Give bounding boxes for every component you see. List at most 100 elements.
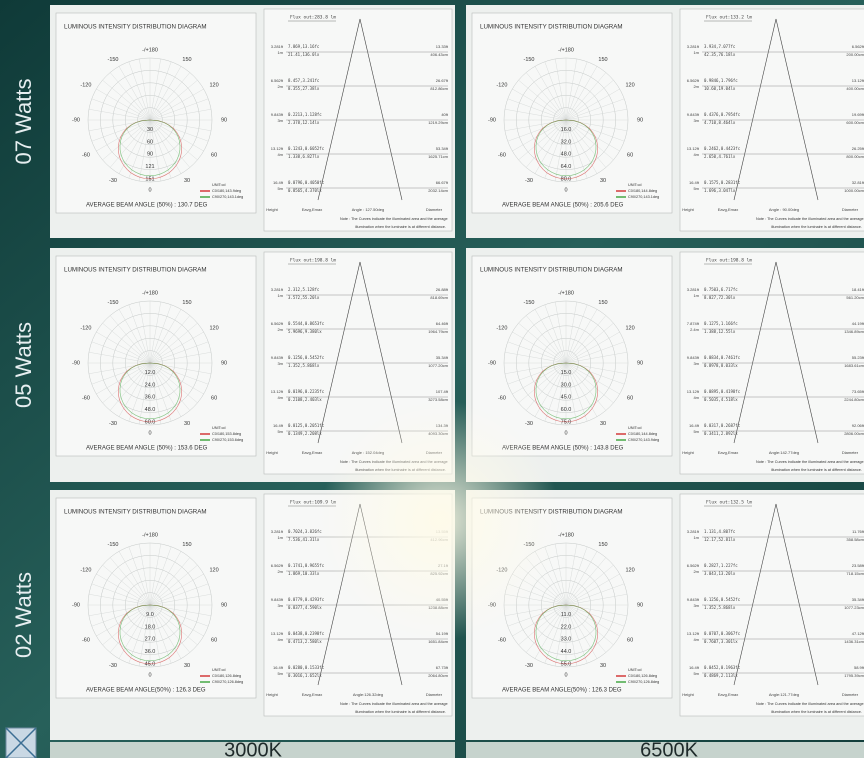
polar-angle-label: -150 (107, 57, 118, 63)
polar-spoke (565, 119, 577, 182)
polar-angle-label: -150 (107, 300, 118, 306)
polar-spoke (565, 604, 607, 653)
polar-spoke (149, 362, 212, 374)
height-m: 4m (693, 637, 699, 642)
polar-curve (535, 604, 597, 662)
polar-spoke (149, 119, 182, 174)
polar-angle-label: 150 (598, 57, 607, 63)
polar-radial-label: 75.0 (561, 419, 572, 425)
height-m: 4m (693, 395, 699, 400)
legend-text: C0/180,153.8deg (212, 432, 241, 436)
polar-spoke (149, 119, 198, 161)
polar-spoke (507, 341, 567, 364)
note: Note : The Curves indicate the illuminat… (756, 460, 864, 464)
column-label-bar (466, 742, 864, 758)
polar-spoke (109, 362, 151, 411)
polar-spoke (149, 604, 209, 627)
polar-angle-label: 30 (184, 663, 190, 669)
lux-lx: 1.338,6.827lx (288, 154, 320, 159)
diameter-cm: 561.20cm (846, 295, 864, 300)
polar-radial-label: 48.0 (145, 407, 156, 413)
legend-text: C90/270,143.1deg (628, 195, 659, 199)
cone-edge (733, 261, 777, 444)
lux-lx: 0.2108,2.403lx (288, 397, 322, 402)
lux-fc: 0.1741,0.9655fc (288, 563, 325, 568)
diameter-ft: 19.69ft (852, 112, 864, 117)
polar-spoke (149, 119, 204, 152)
polar-radial-label: 30.0 (561, 382, 572, 388)
polar-spoke (139, 119, 151, 182)
polar-radial-label: 16.0 (561, 127, 572, 133)
polar-spoke (544, 604, 567, 664)
legend-text: C0/180,144.8deg (628, 189, 657, 193)
polar-radial-label: 55.0 (561, 661, 572, 667)
panel: LUMINOUS INTENSITY DISTRIBUTION DIAGRAM -… (466, 5, 864, 238)
polar-spoke (565, 551, 598, 606)
polar-angle-label: -30 (109, 178, 117, 184)
polar-radial-label: 60.0 (145, 419, 156, 425)
polar-spoke (565, 301, 577, 364)
polar-spoke (149, 543, 161, 606)
lux-fc: 0.0895,0.4198fc (704, 389, 741, 394)
note: illumination when the luminaire is at di… (771, 468, 862, 472)
height-m: 5m (277, 671, 283, 676)
polar-radial-label: 33.0 (561, 637, 572, 643)
beam-angle: AVERAGE BEAM ANGLE(50%) : 126.3 DEG (502, 688, 622, 694)
height-m: 2m (693, 569, 699, 574)
height-ft: 9.843ft (271, 597, 284, 602)
footer-label: Height (682, 207, 694, 212)
height-m: 1m (277, 293, 283, 298)
polar-spoke (565, 119, 598, 174)
height-ft: 13.12ft (687, 389, 700, 394)
polar-spoke (555, 301, 567, 364)
height-ft: 16.4ft (689, 423, 700, 428)
lux-fc: 0.0707,0.3067fc (704, 631, 741, 636)
note: illumination when the luminaire is at di… (355, 710, 446, 714)
polar-spoke (109, 72, 151, 121)
polar-spoke (149, 119, 212, 131)
polar-radial-label: 24.0 (145, 382, 156, 388)
polar-spoke (149, 604, 182, 659)
polar-spoke (512, 88, 567, 121)
polar-radial-label: 36.0 (145, 649, 156, 655)
legend-text: C0/180,143.9deg (212, 189, 241, 193)
polar-spoke (565, 604, 598, 659)
polar-spoke (504, 362, 567, 374)
height-ft: 3.281ft (271, 529, 284, 534)
polar-angle-label: -60 (498, 152, 506, 158)
polar-spoke (565, 79, 614, 121)
lux-fc: 0.2462,0.4423fc (704, 146, 741, 151)
diameter-cm: 600.00cm (846, 120, 864, 125)
lux-lx: 12.17,52.81lx (704, 537, 736, 542)
polar-radial-label: 64.0 (561, 164, 572, 170)
polar-spoke (149, 604, 191, 653)
height-ft: 3.281ft (687, 287, 700, 292)
diameter-ft: 26.25ft (852, 146, 864, 151)
polar-angle-label: 60 (627, 152, 633, 158)
panel: LUMINOUS INTENSITY DISTRIBUTION DIAGRAM -… (50, 5, 455, 238)
footer-label: Height (266, 207, 278, 212)
diameter-ft: 6.562ft (852, 44, 864, 49)
height-ft: 16.4ft (273, 180, 284, 185)
lux-fc: 0.0834,0.7461fc (704, 355, 741, 360)
polar-spoke (139, 362, 151, 425)
cone-edge (733, 18, 777, 201)
cone-edge (317, 18, 361, 201)
polar-spoke (128, 604, 151, 664)
footer-label: Angle:142.77deg (769, 450, 799, 455)
lux-lx: 1.388,12.55lx (704, 329, 736, 334)
polar-spoke (149, 58, 161, 121)
polar-angle-label: -120 (80, 325, 91, 331)
column-label: 6500K (640, 739, 698, 758)
lux-fc: 0.1275,1.166fc (704, 321, 738, 326)
lux-lx: 0.7607,3.301lx (704, 639, 738, 644)
polar-spoke (149, 88, 204, 121)
polar-angle-label: -/+180 (558, 47, 574, 53)
polar-spoke (507, 119, 567, 142)
diameter-ft: 47.12ft (852, 631, 864, 636)
polar-spoke (534, 604, 567, 659)
polar-angle-label: 150 (598, 542, 607, 548)
row-label: 02 Watts (11, 572, 36, 658)
